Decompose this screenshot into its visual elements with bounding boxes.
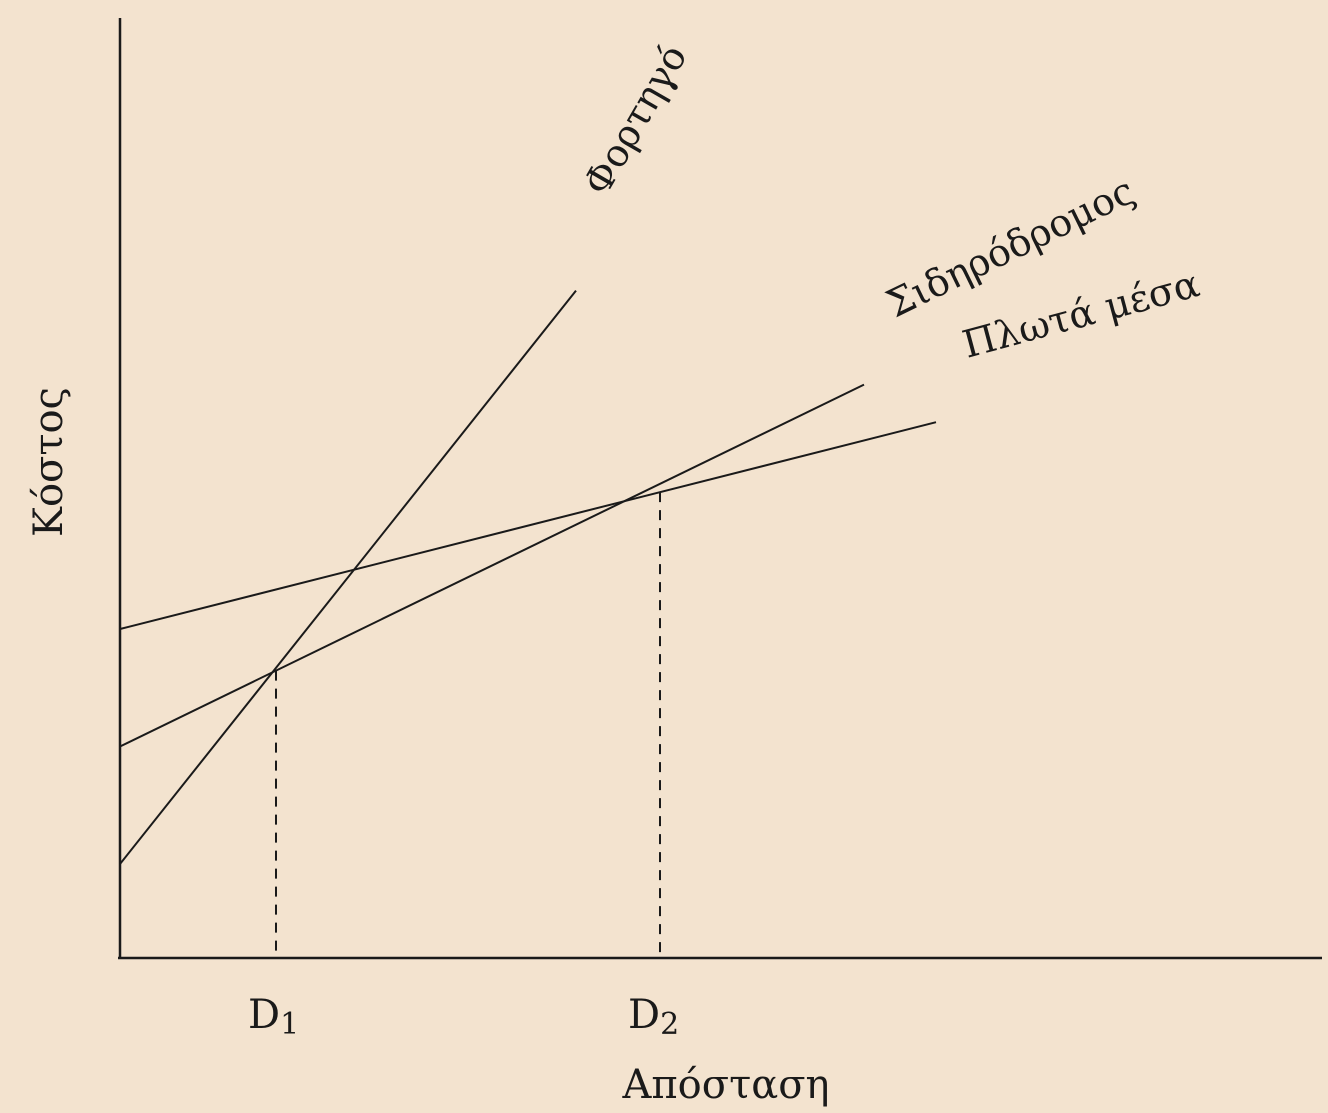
series-line-rail [119, 383, 865, 748]
series-label-truck: Φορτηγό [575, 37, 696, 203]
tick-label-d1: D1 [248, 992, 299, 1042]
tick-label-d2: D2 [628, 992, 679, 1042]
series-line-waterways [119, 421, 937, 630]
series-line-truck [119, 289, 577, 865]
distance-guides [275, 492, 661, 958]
y-axis-label: Κόστος [26, 387, 72, 537]
series-lines [119, 289, 937, 865]
x-axis-label: Απόσταση [622, 1062, 830, 1108]
